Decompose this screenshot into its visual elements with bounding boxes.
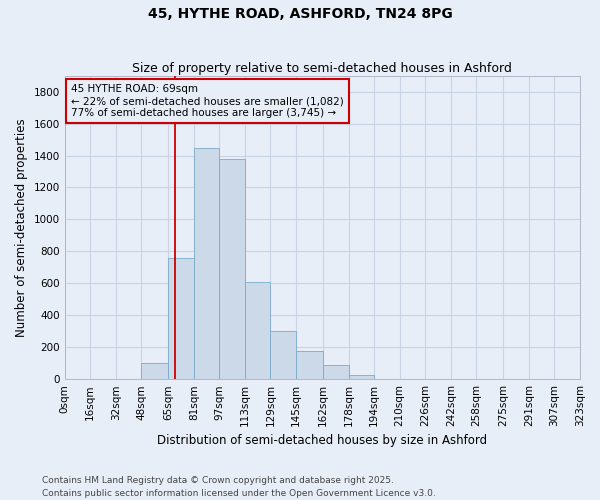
Bar [245, 282, 271, 379]
Bar [323, 365, 349, 379]
Bar [296, 351, 323, 379]
Bar [220, 158, 245, 379]
Title: Size of property relative to semi-detached houses in Ashford: Size of property relative to semi-detach… [133, 62, 512, 74]
Bar [169, 258, 194, 379]
Bar [271, 332, 296, 379]
Bar [194, 148, 220, 379]
X-axis label: Distribution of semi-detached houses by size in Ashford: Distribution of semi-detached houses by … [157, 434, 487, 448]
Y-axis label: Number of semi-detached properties: Number of semi-detached properties [15, 118, 28, 336]
Text: 45, HYTHE ROAD, ASHFORD, TN24 8PG: 45, HYTHE ROAD, ASHFORD, TN24 8PG [148, 8, 452, 22]
Text: Contains HM Land Registry data © Crown copyright and database right 2025.
Contai: Contains HM Land Registry data © Crown c… [42, 476, 436, 498]
Bar [349, 375, 374, 379]
Text: 45 HYTHE ROAD: 69sqm
← 22% of semi-detached houses are smaller (1,082)
77% of se: 45 HYTHE ROAD: 69sqm ← 22% of semi-detac… [71, 84, 344, 117]
Bar [141, 363, 169, 379]
